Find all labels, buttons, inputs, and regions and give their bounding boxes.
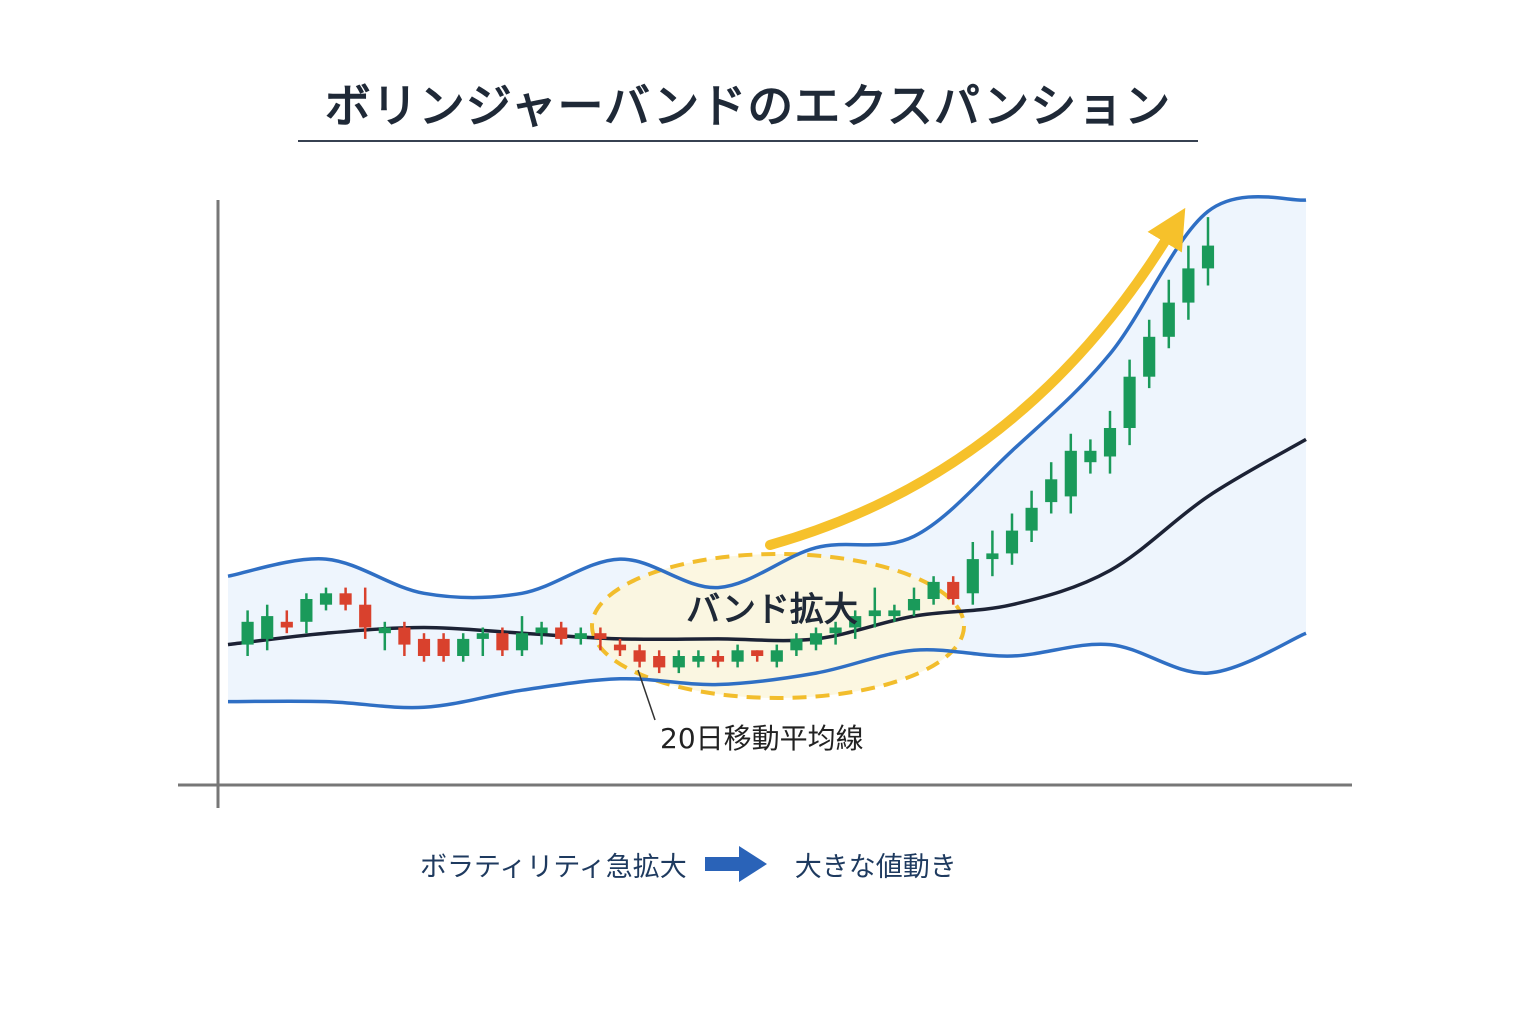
- candle-body-28: [770, 650, 783, 662]
- candle-body-39: [986, 553, 999, 560]
- candle-body-42: [1045, 479, 1058, 503]
- expansion-highlight: [590, 552, 966, 700]
- candle-body-32: [849, 616, 862, 628]
- candle-body-24: [692, 656, 705, 662]
- candle-body-11: [437, 638, 450, 656]
- candle-body-41: [1025, 507, 1038, 531]
- candle-body-2: [261, 616, 274, 639]
- candle-body-38: [966, 559, 979, 594]
- candle-body-20: [613, 644, 627, 651]
- moving-average-label: 20日移動平均線: [660, 722, 864, 755]
- lower-band-line: [227, 631, 1307, 710]
- candle-body-12: [457, 638, 470, 656]
- candle-body-21: [633, 650, 646, 662]
- candle-body-5: [319, 593, 333, 605]
- title-underline: [298, 140, 1198, 142]
- candle-body-1: [241, 621, 254, 645]
- candle-body-44: [1084, 450, 1097, 463]
- caption-right: 大きな値動き: [794, 851, 957, 883]
- candle-body-25: [711, 656, 725, 662]
- candle-body-48: [1162, 302, 1175, 337]
- candle-body-14: [496, 633, 509, 651]
- caption: ボラティリティ急拡大 大きな値動き: [420, 842, 957, 886]
- candle-body-37: [947, 581, 960, 599]
- candle-body-34: [888, 610, 901, 617]
- right-arrow-icon: [704, 846, 767, 882]
- candle-body-4: [300, 599, 313, 622]
- candle-body-3: [280, 621, 293, 628]
- candle-body-49: [1182, 268, 1195, 303]
- candle-body-8: [378, 627, 391, 634]
- candle-body-31: [829, 627, 842, 634]
- candle-body-40: [1005, 530, 1019, 554]
- candle-body-10: [417, 638, 431, 656]
- ma-label-leader: [637, 669, 656, 721]
- candle-body-15: [515, 633, 529, 651]
- candle-body-36: [927, 581, 940, 599]
- candle-body-26: [731, 650, 744, 662]
- candle-body-13: [476, 633, 489, 639]
- candle-body-19: [594, 633, 607, 639]
- candle-body-47: [1143, 336, 1156, 377]
- candle-body-45: [1103, 428, 1117, 457]
- upper-band-line: [227, 194, 1307, 600]
- candle-body-43: [1064, 450, 1077, 497]
- candle-body-17: [555, 627, 568, 639]
- candle-body-7: [359, 604, 372, 628]
- candle-body-50: [1201, 245, 1215, 269]
- band-area: [228, 196, 1306, 708]
- candle-body-29: [790, 638, 803, 651]
- expansion-label: バンド拡大: [686, 590, 858, 630]
- candlesticks: [241, 217, 1215, 674]
- page-title: ボリンジャーバンドのエクスパンション: [324, 79, 1172, 133]
- caption-left: ボラティリティ急拡大: [420, 851, 687, 883]
- candle-body-23: [672, 656, 685, 668]
- candle-body-16: [535, 627, 548, 634]
- candle-body-18: [574, 633, 587, 639]
- candle-body-6: [339, 593, 352, 605]
- candle-body-46: [1123, 376, 1136, 428]
- candle-body-27: [751, 650, 764, 656]
- candle-body-22: [653, 656, 666, 668]
- candle-body-33: [868, 610, 881, 617]
- trend-arrow: [765, 207, 1186, 550]
- candle-body-30: [809, 633, 823, 645]
- candle-body-35: [907, 599, 921, 611]
- candle-body-9: [398, 627, 411, 645]
